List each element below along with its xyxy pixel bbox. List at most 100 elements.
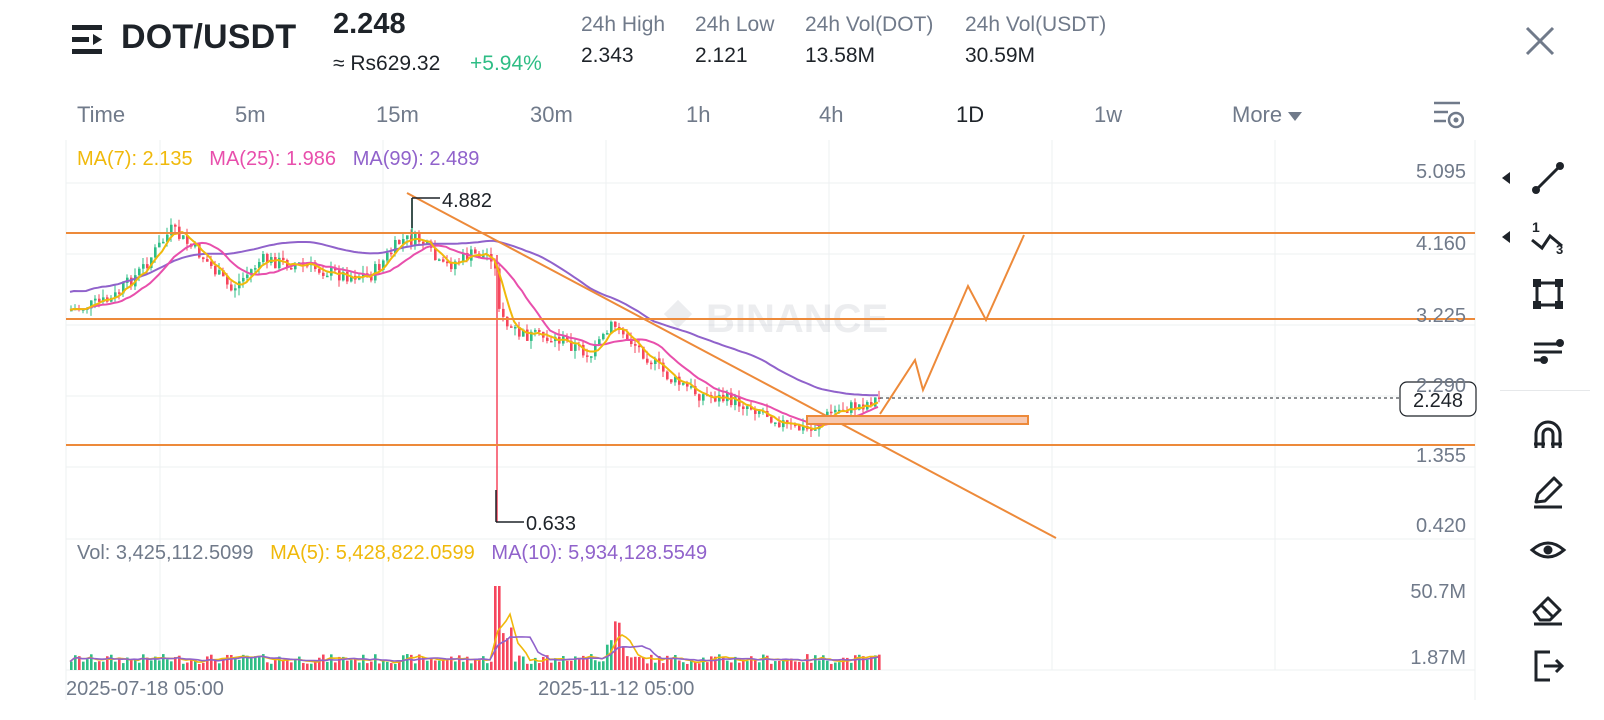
candle-body [466, 252, 469, 261]
trend-line-icon[interactable] [1528, 158, 1568, 198]
volume-bar [198, 663, 201, 670]
price-axis-label: 0.420 [1416, 515, 1466, 537]
volume-bar [794, 661, 797, 670]
candle-body [346, 271, 349, 282]
tab-1w[interactable]: 1w [1094, 102, 1123, 127]
volume-bar [770, 663, 773, 670]
volume-bar [390, 663, 393, 670]
close-icon[interactable] [1523, 24, 1557, 58]
candle-body [122, 282, 125, 294]
volume-bar [482, 656, 485, 670]
volume-ma5-line [69, 612, 878, 664]
magnet-icon[interactable] [1528, 414, 1568, 454]
volume-bar [778, 660, 781, 670]
stat-label-24h-low: 24h Low [695, 13, 775, 36]
candle-body [522, 329, 525, 337]
tab-1h[interactable]: 1h [686, 102, 711, 127]
volume-bar [798, 661, 801, 670]
candle-body [514, 326, 517, 329]
candle-body [266, 253, 269, 263]
volume-bar [326, 661, 329, 670]
indicator-icon[interactable] [1528, 332, 1568, 372]
candle-body [138, 268, 141, 276]
menu-icon[interactable] [72, 25, 104, 55]
candle-body [530, 331, 533, 341]
volume-bar [578, 658, 581, 670]
volume-bar [562, 656, 565, 670]
volume-bar [438, 660, 441, 670]
tab-4h[interactable]: 4h [819, 102, 844, 127]
pair-title[interactable]: DOT/USDT [121, 18, 297, 56]
candle-body [666, 371, 669, 380]
tab-more[interactable]: More [1232, 102, 1303, 128]
vol-legend: Vol: 3,425,112.5099 [77, 542, 254, 564]
tab-15m[interactable]: 15m [376, 102, 419, 127]
candle-body [154, 247, 157, 258]
shape-icon[interactable] [1528, 274, 1568, 314]
volume-bar [338, 656, 341, 670]
tab-1d[interactable]: 1D [956, 102, 985, 127]
volume-bar [782, 659, 785, 670]
volume-bar [282, 660, 285, 670]
price-axis-label: 5.095 [1416, 161, 1466, 183]
candle-body [622, 329, 625, 335]
pencil-icon[interactable] [1528, 472, 1568, 512]
candle-body [262, 253, 265, 263]
candle-body [570, 340, 573, 351]
volume-bar [146, 657, 149, 670]
volume-bar [290, 662, 293, 670]
volume-bar [142, 654, 145, 670]
expand-arrow-icon[interactable] [1502, 231, 1510, 243]
volume-bar [738, 662, 741, 670]
candle-body [98, 298, 101, 302]
volume-bar [194, 661, 197, 670]
candle-body [146, 264, 149, 268]
volume-bar [246, 655, 249, 670]
tab-30m[interactable]: 30m [530, 102, 573, 127]
volume-bar [154, 656, 157, 670]
candle-body [94, 298, 97, 301]
volume-ma10-line [69, 636, 879, 663]
volume-bar [574, 656, 577, 670]
exit-icon[interactable] [1528, 646, 1568, 686]
candle-body [834, 409, 837, 413]
candle-body [450, 262, 453, 270]
volume-bar [714, 656, 717, 670]
tab-time[interactable]: Time [77, 102, 126, 127]
downtrend-line [406, 192, 1057, 539]
candle-body [646, 358, 649, 363]
candle-body [170, 224, 173, 235]
candle-body [194, 243, 197, 247]
expand-arrow-icon[interactable] [1502, 172, 1510, 184]
candlesticks [70, 198, 881, 522]
price-change: +5.94% [470, 52, 542, 75]
candle-body [582, 344, 585, 356]
candle-body [566, 336, 569, 341]
candle-body [370, 274, 373, 281]
volume-bar [586, 657, 589, 670]
volume-bar [506, 638, 509, 670]
volume-bar [238, 659, 241, 670]
volume-bar [298, 656, 301, 670]
volume-bar [382, 660, 385, 670]
volume-bar [814, 655, 817, 670]
candle-body [830, 411, 833, 414]
volume-bar [218, 663, 221, 670]
volume-bar [394, 663, 397, 670]
volume-bar [686, 663, 689, 670]
candle-body [682, 383, 685, 385]
candle-body [698, 394, 701, 401]
volume-bar [122, 663, 125, 670]
volume-bar [830, 663, 833, 670]
volume-bar [602, 661, 605, 670]
volume-bar [806, 654, 809, 670]
ma7-line [69, 231, 879, 431]
tab-5m[interactable]: 5m [235, 102, 266, 127]
chart-settings-icon[interactable] [1432, 100, 1465, 130]
volume-bar [634, 656, 637, 670]
eye-icon[interactable] [1528, 530, 1568, 570]
candle-body [454, 261, 457, 270]
eraser-icon[interactable] [1528, 588, 1568, 628]
